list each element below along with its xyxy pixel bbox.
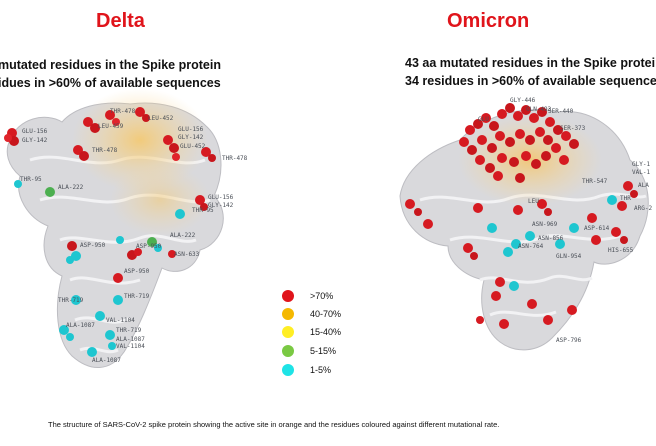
residue-label: GLY-446 xyxy=(510,97,536,104)
residue-label: ASP-796 xyxy=(556,337,582,344)
residue-label: THR-719 xyxy=(124,293,150,300)
legend-item-15-40: 15-40% xyxy=(282,325,341,339)
delta-mutated-count-text: mutated residues in the Spike protein xyxy=(0,58,221,72)
legend-label: 40-70% xyxy=(310,309,342,319)
legend-item-5-15: 5-15% xyxy=(282,344,336,358)
residue-label: GLY-1 xyxy=(632,161,650,168)
residue-label: GLU-156 xyxy=(208,194,234,201)
residue-label: VAL-1104 xyxy=(106,317,135,324)
omicron-residue-labels: GLY-446 GLN-493 SER-440 GLU SER-373 THR-… xyxy=(478,97,652,344)
residue-label: LEU-452 xyxy=(148,115,174,122)
legend-swatch-red xyxy=(282,290,294,302)
residue-label: SER-373 xyxy=(560,125,586,132)
delta-protein-ribbon xyxy=(6,88,224,368)
residue-label: ASN-969 xyxy=(532,221,558,228)
legend-label: 1-5% xyxy=(310,365,332,375)
legend-swatch-yellow xyxy=(282,326,294,338)
residue-label: ASN-764 xyxy=(518,243,544,250)
residue-label: ASN-856 xyxy=(538,235,564,242)
residue-label: VAL-1 xyxy=(632,169,650,176)
residue-label: THR xyxy=(620,195,631,202)
figure-caption: The structure of SARS-CoV-2 spike protei… xyxy=(48,420,500,429)
residue-label: ALA-1087 xyxy=(92,357,121,364)
delta-title: Delta xyxy=(96,10,145,32)
residue-label: ALA-1087 xyxy=(66,322,95,329)
residue-label: THR-547 xyxy=(582,178,608,185)
residue-label: GLY-142 xyxy=(178,134,204,141)
residue-label: GLU-452 xyxy=(180,143,206,150)
residue-label: ASP-950 xyxy=(124,268,150,275)
residue-label: ALA-222 xyxy=(58,184,84,191)
delta-residue-labels: GLU-156 GLY-142 THR-478 LEU-452 LEU-459 … xyxy=(20,108,248,364)
delta-residue-spheres xyxy=(4,107,216,357)
residue-label: GLY-142 xyxy=(22,137,48,144)
residue-label: THR-478 xyxy=(110,108,136,115)
omicron-frequent-residues-text: 34 residues in >60% of available sequenc… xyxy=(405,74,656,88)
omicron-protein-ribbon xyxy=(399,109,649,351)
omicron-title: Omicron xyxy=(447,10,530,32)
legend-label: 5-15% xyxy=(310,346,337,356)
residue-label: ASP-950 xyxy=(80,242,106,249)
residue-label: GLU xyxy=(478,116,489,123)
delta-frequent-residues-text: idues in >60% of available sequences xyxy=(0,76,221,90)
residue-label: HIS-655 xyxy=(608,247,634,254)
residue-label: GLN-493 xyxy=(526,106,552,113)
legend-swatch-orange xyxy=(282,308,294,320)
legend-swatch-green xyxy=(282,345,294,357)
residue-label: THR-95 xyxy=(192,207,214,214)
legend-swatch-cyan xyxy=(282,364,294,376)
residue-label: ARG-2 xyxy=(634,205,652,212)
legend-label: 15-40% xyxy=(310,327,342,337)
residue-label: ASP-950 xyxy=(136,243,162,250)
residue-label: THR-478 xyxy=(222,155,248,162)
legend-item-over-70: >70% xyxy=(282,289,333,303)
omicron-residue-spheres xyxy=(405,103,638,329)
residue-label: GLU-156 xyxy=(178,126,204,133)
residue-label: THR-478 xyxy=(92,147,118,154)
legend-label: >70% xyxy=(310,291,334,301)
residue-label: THR-95 xyxy=(20,176,42,183)
residue-label: GLN-954 xyxy=(556,253,582,260)
residue-label: ASN-633 xyxy=(174,251,200,258)
residue-label: GLY-142 xyxy=(208,202,234,209)
residue-label: THR-719 xyxy=(116,327,142,334)
residue-label: VAL-1104 xyxy=(116,343,145,350)
residue-label: SER-440 xyxy=(548,108,574,115)
residue-label: LEU-459 xyxy=(98,123,124,130)
residue-label: ASP-614 xyxy=(584,225,610,232)
residue-label: ALA-1087 xyxy=(116,336,145,343)
legend-item-40-70: 40-70% xyxy=(282,307,341,321)
legend-item-1-5: 1-5% xyxy=(282,363,331,377)
residue-label: GLU-156 xyxy=(22,128,48,135)
omicron-mutated-count-text: 43 aa mutated residues in the Spike prot… xyxy=(405,56,656,70)
residue-label: THR-719 xyxy=(58,297,84,304)
residue-label: ALA xyxy=(638,182,649,189)
residue-label: LEU xyxy=(528,198,539,205)
residue-label: ALA-222 xyxy=(170,232,196,239)
